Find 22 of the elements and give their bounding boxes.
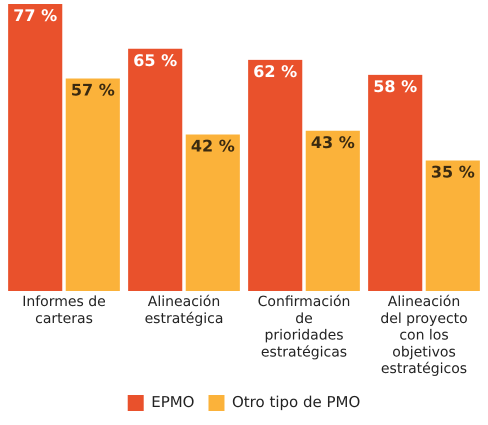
bar [426, 160, 480, 291]
legend-label: EPMO [151, 392, 194, 411]
data-label: 62 % [253, 62, 298, 82]
data-label: 35 % [430, 162, 475, 182]
bar [306, 130, 360, 291]
data-label: 58 % [373, 76, 418, 96]
bar [248, 60, 302, 291]
data-label: 43 % [310, 132, 355, 152]
legend-label: Otro tipo de PMO [232, 392, 360, 411]
bar [8, 4, 62, 291]
data-label: 42 % [190, 136, 235, 156]
data-label: 57 % [70, 80, 115, 100]
data-label: 77 % [13, 6, 58, 26]
bar [128, 48, 182, 291]
x-tick-label: Alineación estratégica [144, 294, 224, 327]
data-label: 65 % [133, 50, 178, 70]
bar [186, 134, 240, 291]
bar [368, 74, 422, 291]
x-tick-label: Informes de carteras [22, 294, 106, 327]
x-tick-label: Alineación del proyecto con los objetivos estratégicos [380, 294, 468, 378]
bar [66, 78, 120, 291]
x-tick-label: Confirmación de prioridades estratégicas [258, 294, 350, 360]
